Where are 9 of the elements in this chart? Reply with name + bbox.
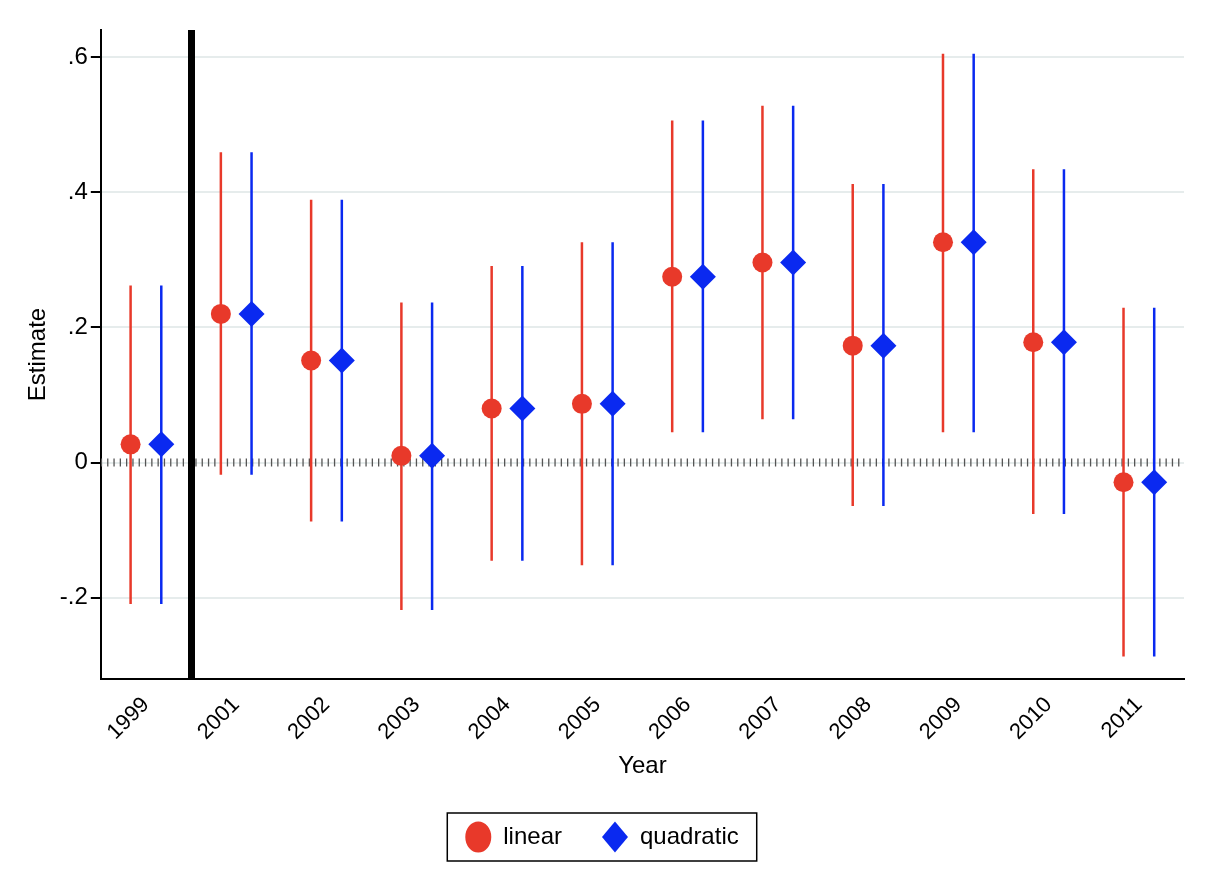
legend-label: quadratic — [639, 821, 739, 849]
y-tick-label: .2 — [67, 312, 88, 340]
y-tick-label: 0 — [74, 447, 88, 475]
legend-label: linear — [503, 821, 562, 849]
y-tick-label: .6 — [67, 41, 88, 69]
x-axis-title: Year — [618, 751, 667, 779]
y-axis-title: Estimate — [23, 307, 51, 402]
y-tick-label: .4 — [67, 176, 88, 204]
y-tick-label: -.2 — [59, 582, 88, 610]
